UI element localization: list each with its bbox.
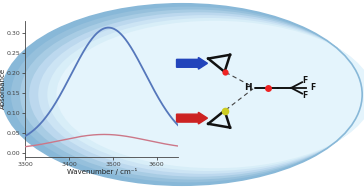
Ellipse shape: [20, 9, 364, 180]
Ellipse shape: [56, 21, 364, 168]
Ellipse shape: [38, 15, 364, 174]
Text: F: F: [302, 76, 308, 85]
Ellipse shape: [47, 18, 364, 171]
Text: F: F: [310, 83, 316, 92]
Ellipse shape: [29, 12, 364, 177]
Y-axis label: Absorbance: Absorbance: [0, 68, 5, 109]
Ellipse shape: [2, 4, 362, 185]
FancyArrow shape: [177, 57, 207, 69]
Ellipse shape: [11, 7, 364, 182]
X-axis label: Wavenumber / cm⁻¹: Wavenumber / cm⁻¹: [67, 168, 137, 175]
Text: H: H: [245, 83, 252, 92]
Text: F: F: [302, 91, 308, 100]
FancyArrow shape: [177, 112, 207, 124]
